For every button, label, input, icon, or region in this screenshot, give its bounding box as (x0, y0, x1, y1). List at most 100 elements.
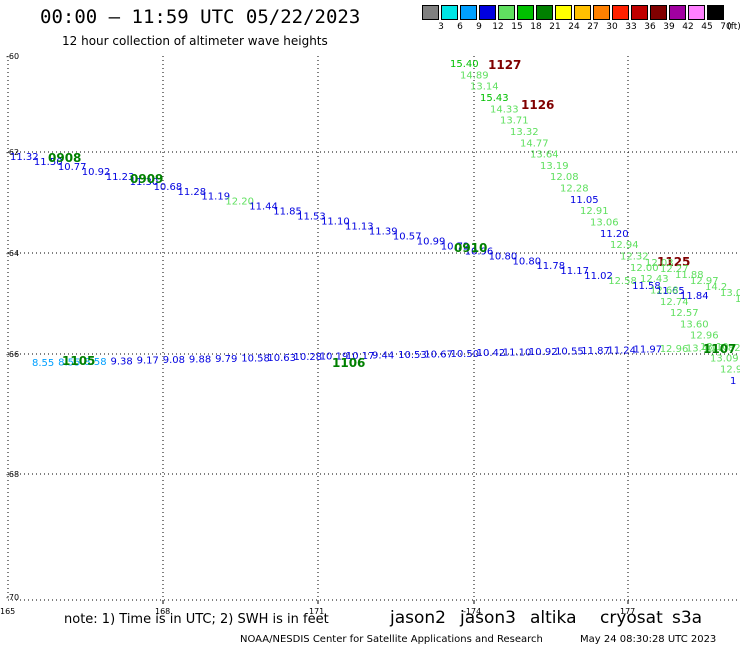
legend-cryosat: cryosat (600, 608, 663, 628)
legend-jason2: jason2 (390, 608, 446, 628)
swh-label: 11.53 (297, 212, 326, 223)
swh-label: 10.80 (513, 256, 542, 267)
swh-label: 11.78 (536, 261, 565, 272)
swh-label: 13.32 (510, 127, 539, 138)
longitude-label: 168 (155, 607, 170, 616)
swh-label: 11.39 (369, 226, 398, 237)
legend-label: 21 (549, 22, 561, 32)
latitude-label: -68 (6, 470, 19, 479)
swh-label: 10.17 (346, 351, 375, 362)
swh-label: 13.64 (530, 150, 559, 161)
latitude-label: -64 (6, 249, 19, 258)
swh-label: 10.68 (154, 182, 183, 193)
swh-label: 9.44 (372, 351, 394, 362)
legend-swatch (517, 5, 534, 20)
swh-label: 12.28 (560, 184, 589, 195)
legend-swatch (498, 5, 515, 20)
swh-label: 10.57 (393, 231, 422, 242)
swh-label: 12.03 (645, 258, 674, 269)
legend-swatch (536, 5, 553, 20)
swh-label: 8.58 (84, 357, 106, 368)
swh-label: 10.77 (58, 162, 87, 173)
legend-label: 6 (457, 22, 463, 32)
credit-line: NOAA/NESDIS Center for Satellite Applica… (240, 634, 543, 645)
swh-label: 12.94 (610, 240, 639, 251)
satellite-tracks: 11.3211.5010.7710.9211.2311.3010.6811.28… (10, 58, 740, 387)
legend-label: 42 (682, 22, 694, 32)
swh-label: 10.28 (294, 352, 323, 363)
swh-label: 10.42 (477, 348, 506, 359)
legend-label: 18 (530, 22, 542, 32)
swh-label: 11.58 (632, 281, 661, 292)
swh-label: 9.08 (163, 355, 185, 366)
legend-altika: altika (530, 608, 577, 628)
swh-label: 9.17 (137, 356, 159, 367)
pass-time-label: 1106 (332, 356, 365, 370)
legend-label: 15 (511, 22, 523, 32)
swh-label: 11.30 (130, 177, 159, 188)
swh-label: 12.57 (670, 308, 699, 319)
pass-time-label: 0909 (130, 172, 163, 186)
swh-label: 11.23 (106, 172, 135, 183)
swh-label: 11.10 (321, 217, 350, 228)
pass-time-label: 1127 (488, 58, 521, 72)
pass-time-label: 1125 (657, 255, 690, 269)
swh-label: 14.77 (520, 138, 549, 149)
legend-label: 27 (587, 22, 599, 32)
swh-label: 11.50 (34, 157, 63, 168)
swh-label: 10.19 (320, 352, 349, 363)
legend-swatch (441, 5, 458, 20)
swh-label: 12.27 (660, 264, 689, 275)
swh-label: 10.55 (555, 346, 584, 357)
swh-label: 10.50 (450, 349, 479, 360)
legend-label: 12 (492, 22, 504, 32)
swh-label: 13.14 (470, 82, 499, 93)
swh-label: 13.40 (686, 344, 715, 355)
swh-label: 9.88 (189, 355, 211, 366)
swh-label: 12.58 (608, 276, 637, 287)
swh-label: 11.13 (345, 222, 374, 233)
swh-label: 11.97 (634, 345, 663, 356)
swh-label: 12.91 (580, 206, 609, 217)
swh-label: 12.96 (660, 344, 689, 355)
legend-swatch (688, 5, 705, 20)
generated-timestamp: May 24 08:30:28 UTC 2023 (580, 634, 717, 645)
swh-label: 15.40 (450, 59, 479, 70)
legend-label: 24 (568, 22, 580, 32)
map-axis-labels: -60 -62 -64 -66 -68 -70 165 168 171 -174 177 (0, 52, 635, 616)
legend-jason3: jason3 (460, 608, 516, 628)
swh-label: 12.08 (550, 172, 579, 183)
swh-label: 8.55 (58, 357, 80, 368)
legend-label: 36 (644, 22, 656, 32)
swh-label: 10.58 (241, 353, 270, 364)
page-title: 00:00 – 11:59 UTC 05/22/2023 (40, 6, 361, 28)
legend-unit: (ft) (727, 22, 740, 32)
swh-label: 12.83 (735, 294, 740, 305)
pass-time-label: 1126 (521, 98, 554, 112)
swh-label: 8.55 (32, 358, 54, 369)
legend-swatch (555, 5, 572, 20)
swh-label: 13.06 (590, 218, 619, 229)
swh-label: 13.09 (710, 353, 739, 364)
legend-swatch (631, 5, 648, 20)
longitude-label: 171 (309, 607, 324, 616)
pass-time-label: 0910 (454, 241, 487, 255)
swh-label: 10.63 (267, 353, 296, 364)
swh-label: 14.89 (460, 70, 489, 81)
legend-swatch (650, 5, 667, 20)
swh-label: 10.53 (398, 350, 427, 361)
swh-label: 11.85 (273, 207, 302, 218)
swh-label: 10.92 (529, 347, 558, 358)
swh-label: 11.24 (607, 345, 636, 356)
swh-label: 11.88 (675, 270, 704, 281)
legend-swatch (593, 5, 610, 20)
swh-label: 11.02 (584, 271, 613, 282)
legend-swatch (612, 5, 629, 20)
swh-label: 13.19 (540, 161, 569, 172)
latitude-label: -66 (6, 350, 19, 359)
pass-time-label: 1107 (703, 342, 736, 356)
swh-label: 12.82 (712, 343, 740, 354)
legend-swatch (479, 5, 496, 20)
swh-label: 11.19 (201, 192, 230, 203)
